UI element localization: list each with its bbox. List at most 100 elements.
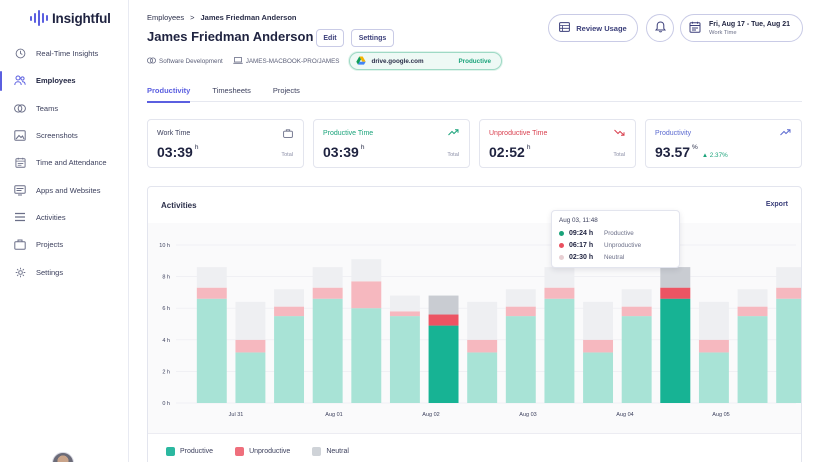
avatar[interactable]: [52, 452, 74, 462]
date-range-subtitle: Work Time: [709, 29, 737, 36]
bar-productive: [505, 316, 536, 403]
google-drive-icon: [356, 56, 367, 67]
x-tick-label: Aug 02: [422, 412, 439, 418]
list-icon: [14, 211, 26, 223]
notifications-button[interactable]: [646, 14, 674, 42]
sidebar-item-label: Time and Attendance: [36, 158, 107, 168]
bar-productive: [389, 316, 420, 403]
sidebar-item-employees[interactable]: Employees: [0, 67, 129, 94]
bar-neutral: [467, 301, 498, 340]
stat-value: 03:39 h: [323, 144, 365, 160]
stat-card-productive-time: Productive Time 03:39 h Total: [313, 119, 470, 168]
legend-swatch: [166, 447, 175, 456]
gear-icon: [14, 266, 26, 278]
bar-unproductive: [467, 339, 498, 353]
bar-neutral: [621, 289, 652, 307]
bar-productive: [312, 298, 343, 403]
breadcrumb-parent[interactable]: Employees: [147, 13, 185, 22]
bar-unproductive: [737, 306, 768, 317]
sidebar-item-projects[interactable]: Projects: [0, 231, 129, 258]
teams-icon: [14, 102, 26, 114]
bar-unproductive: [274, 306, 305, 317]
tab-productivity[interactable]: Productivity: [147, 82, 191, 103]
briefcase-icon: [283, 129, 293, 140]
tooltip-row-unproductive: 06:17 h Unproductive: [559, 242, 641, 249]
laptop-icon: [233, 56, 243, 66]
bar-productive: [428, 325, 459, 403]
bar-neutral: [235, 301, 266, 340]
apps-icon: [14, 184, 26, 196]
tooltip-row-productive: 09:24 h Productive: [559, 230, 634, 237]
bar-productive: [698, 352, 729, 403]
bar-productive: [776, 298, 801, 403]
page-title: James Friedman Anderson: [147, 29, 314, 44]
date-range-picker[interactable]: Fri, Aug 17 - Tue, Aug 21 Work Time: [680, 14, 803, 42]
sidebar-item-activities[interactable]: Activities: [0, 204, 129, 231]
bar-unproductive: [351, 281, 382, 309]
legend-label: Neutral: [326, 448, 349, 455]
export-button[interactable]: Export: [765, 201, 788, 208]
stat-footer: Total: [281, 152, 293, 158]
bar-productive: [274, 316, 305, 403]
logo[interactable]: Insightful: [30, 10, 111, 26]
bar-unproductive: [428, 314, 459, 326]
y-tick-label: 8 h: [162, 275, 170, 281]
team-info: Software Development: [147, 57, 223, 66]
settings-button[interactable]: Settings: [351, 29, 394, 47]
stat-change: ▲ 2.37%: [701, 152, 728, 159]
sidebar-item-label: Teams: [36, 103, 59, 113]
sidebar-item-time-and-attendance[interactable]: Time and Attendance: [0, 149, 129, 176]
legend-item-unproductive[interactable]: Unproductive: [235, 447, 290, 456]
sidebar-item-teams[interactable]: Teams: [0, 95, 129, 122]
review-usage-button[interactable]: Review Usage: [548, 14, 638, 42]
bar-productive: [621, 316, 652, 403]
stat-footer: Total: [613, 152, 625, 158]
y-tick-label: 4 h: [162, 338, 170, 344]
bar-neutral: [544, 267, 575, 288]
tooltip-row-neutral: 02:30 h Neutral: [559, 254, 624, 261]
y-tick-label: 6 h: [162, 306, 170, 312]
date-range-text: Fri, Aug 17 - Tue, Aug 21 Work Time: [709, 21, 790, 36]
sidebar-item-label: Employees: [36, 76, 76, 86]
edit-button[interactable]: Edit: [316, 29, 344, 47]
tooltip-label: Unproductive: [604, 242, 642, 249]
bar-productive: [351, 308, 382, 403]
bar-unproductive: [312, 287, 343, 299]
sidebar-item-settings[interactable]: Settings: [0, 258, 129, 285]
bar-unproductive-highlight: [660, 287, 691, 299]
bar-neutral: [274, 289, 305, 307]
sidebar-item-label: Activities: [36, 212, 66, 222]
x-tick-label: Aug 05: [712, 412, 729, 418]
sidebar-item-screenshots[interactable]: Screenshots: [0, 122, 129, 149]
bar-unproductive: [621, 306, 652, 317]
bar-neutral-highlight: [660, 267, 691, 288]
stat-label: Productive Time: [323, 130, 374, 137]
y-tick-label: 2 h: [162, 369, 170, 375]
bell-icon: [654, 21, 666, 35]
chart-legend: Productive Unproductive Neutral: [166, 447, 349, 456]
stat-value: 03:39 h: [157, 144, 199, 160]
y-tick-label: 0 h: [162, 401, 170, 407]
bar-neutral: [776, 267, 801, 288]
tab-timesheets[interactable]: Timesheets: [212, 86, 251, 95]
bar-productive: [235, 352, 266, 403]
sidebar-item-label: Screenshots: [36, 131, 78, 141]
calendar-icon: [689, 21, 701, 35]
sidebar-item-label: Real-Time Insights: [36, 49, 99, 59]
sidebar-item-real-time-insights[interactable]: Real-Time Insights: [0, 40, 129, 67]
bar-productive-highlight: [660, 298, 691, 403]
sidebar-nav: Real-Time Insights Employees Teams Scree…: [0, 40, 129, 286]
x-tick-label: Aug 01: [325, 412, 342, 418]
legend-item-productive[interactable]: Productive: [166, 447, 213, 456]
bar-unproductive: [698, 339, 729, 353]
legend-label: Unproductive: [249, 448, 291, 455]
sidebar-item-apps-and-websites[interactable]: Apps and Websites: [0, 176, 129, 203]
stat-value: 93.57 %▲ 2.37%: [655, 144, 728, 160]
computer-info: JAMES-MACBOOK-PRO/JAMES: [233, 56, 339, 66]
breadcrumb-current: James Friedman Anderson: [200, 13, 297, 22]
tab-projects[interactable]: Projects: [272, 86, 300, 95]
breadcrumb-separator: >: [190, 13, 195, 22]
current-app-pill[interactable]: drive.google.com Productive: [349, 52, 503, 70]
legend-item-neutral[interactable]: Neutral: [312, 447, 349, 456]
chart-tooltip: Aug 03, 11:48 09:24 h Productive 06:17 h…: [551, 210, 680, 268]
